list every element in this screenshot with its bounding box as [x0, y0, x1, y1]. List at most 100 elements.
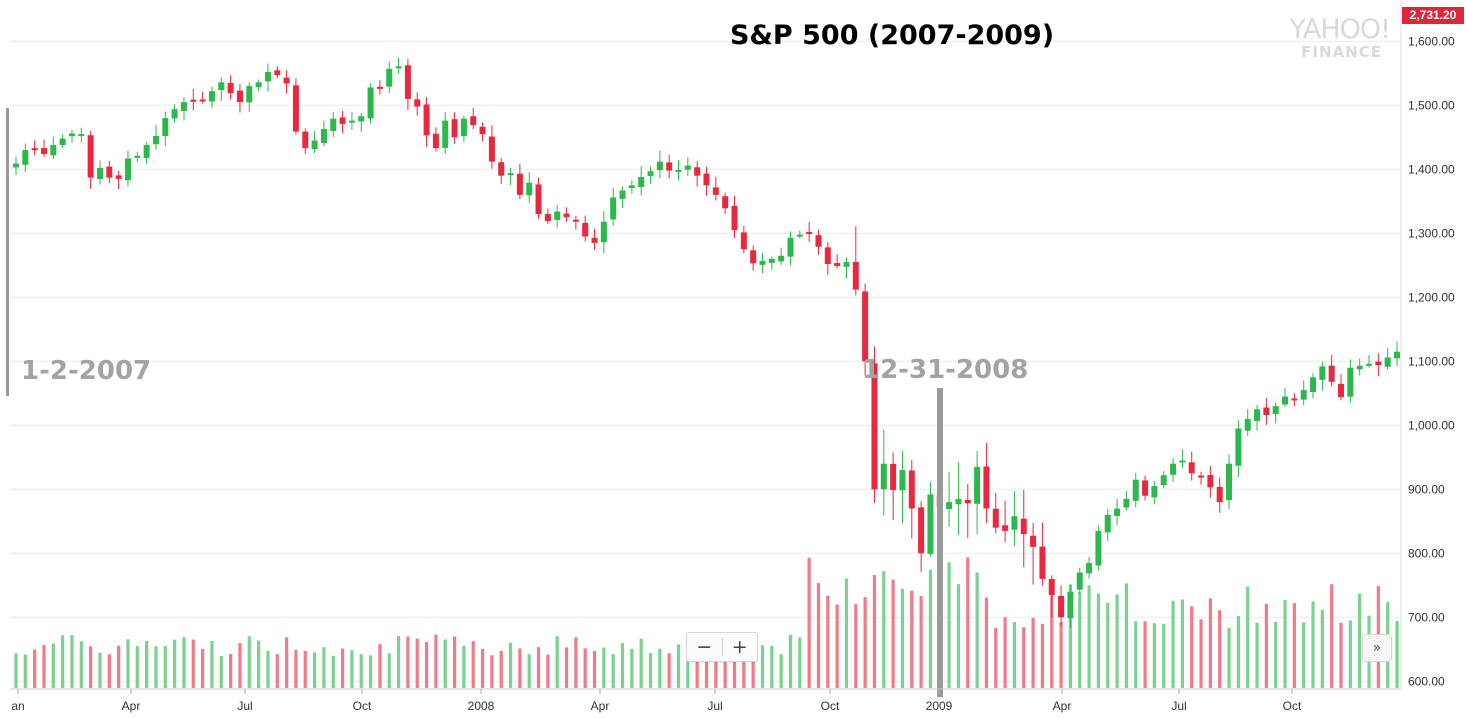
volume-bar: [1162, 623, 1166, 688]
candle-body: [218, 82, 225, 91]
volume-bar: [947, 562, 951, 688]
volume-bar: [89, 646, 93, 688]
x-tick-label: an: [11, 699, 24, 713]
volume-bar: [770, 645, 774, 688]
volume-bar: [1358, 593, 1362, 688]
candle-body: [1039, 546, 1046, 579]
volume-bar: [536, 647, 541, 688]
volume-bar: [14, 653, 18, 688]
candle-body: [694, 167, 701, 176]
candle-body: [1272, 406, 1279, 415]
volume-bar: [602, 647, 606, 688]
end-marker-bar: [937, 388, 943, 697]
volume-bar: [359, 654, 363, 688]
candle-body: [1226, 463, 1233, 501]
candle-body: [488, 136, 495, 162]
candle-body: [656, 161, 663, 171]
volume-bar: [51, 643, 55, 688]
volume-bar: [732, 644, 737, 688]
volume-bar: [508, 642, 513, 688]
volume-bar: [1227, 627, 1231, 688]
candle-body: [274, 70, 281, 76]
volume-bar: [1190, 606, 1194, 688]
volume-bar: [910, 590, 914, 688]
volume-bar: [900, 588, 905, 688]
candle-body: [106, 166, 113, 178]
chart-title: S&P 500 (2007-2009): [730, 20, 1054, 51]
volume-bar: [574, 637, 578, 688]
volume-bar: [1012, 621, 1017, 688]
candle-body: [1095, 530, 1102, 566]
candle-body: [768, 258, 775, 263]
candle-body: [13, 163, 19, 168]
volume-bar: [583, 648, 587, 688]
candle-body: [348, 120, 355, 123]
candle-body: [283, 77, 290, 84]
candle-body: [423, 104, 430, 136]
candle-body: [1347, 367, 1354, 397]
candle-body: [974, 466, 981, 504]
volume-bar: [201, 648, 205, 688]
zoom-in-button[interactable]: +: [731, 636, 748, 658]
candle-body: [516, 173, 523, 195]
x-tick-label: Jul: [237, 699, 252, 713]
candle-body: [628, 185, 635, 189]
candle-body: [255, 82, 262, 88]
zoom-out-button[interactable]: −: [696, 636, 713, 658]
volume-bar: [126, 639, 130, 688]
zoom-control: − +: [686, 632, 758, 662]
volume-bar: [518, 648, 522, 688]
candle-body: [143, 144, 150, 158]
volume-bar: [658, 648, 662, 688]
volume-bar: [1236, 616, 1240, 688]
x-axis: an Apr Jul Oct 2008 Apr Jul Oct 2009 Apr Jul Oct: [10, 688, 1400, 713]
candle-body: [582, 222, 589, 237]
candle-body: [1067, 591, 1074, 619]
end-date-label: 12-31-2008: [862, 355, 1028, 385]
candle-body: [862, 291, 869, 362]
candle-body: [1282, 396, 1289, 405]
x-tick-label: Oct: [353, 699, 372, 713]
volume-bar: [760, 645, 765, 688]
volume-bar: [322, 647, 326, 688]
candle-body: [134, 155, 141, 158]
volume-bar: [173, 639, 177, 688]
candle-body: [199, 99, 206, 102]
volume-bar: [611, 654, 615, 688]
volume-bar: [1068, 584, 1073, 688]
candle-body: [1244, 418, 1251, 431]
candle-body: [311, 140, 318, 150]
volume-bar: [1087, 585, 1091, 688]
x-tick-label: 2009: [926, 699, 953, 713]
volume-bar: [919, 596, 923, 688]
candle-body: [992, 508, 999, 528]
volume-bar: [816, 583, 821, 688]
volume-bar: [854, 604, 858, 688]
volume-bar: [882, 571, 886, 688]
candle-body: [610, 197, 617, 220]
candle-body: [1338, 383, 1345, 398]
candle-body: [750, 250, 757, 264]
y-tick-label: 600.00: [1408, 674, 1445, 688]
candle-body: [787, 237, 794, 257]
volume-bar: [751, 643, 755, 688]
volume-bar: [788, 634, 793, 688]
candle-body: [1394, 351, 1400, 359]
candle-body: [180, 102, 187, 112]
volume-bar: [1050, 585, 1054, 688]
candle-body: [1132, 479, 1139, 501]
volume-bar: [471, 641, 475, 688]
candle-body: [1328, 365, 1335, 382]
volume-bar: [42, 645, 46, 688]
y-tick-label: 1,600.00: [1408, 34, 1455, 48]
volume-bar: [555, 636, 559, 688]
x-tick-label: Apr: [1053, 699, 1072, 713]
expand-button[interactable]: »: [1362, 634, 1392, 662]
candle-body: [890, 463, 897, 490]
candle-body: [824, 247, 831, 265]
volume-bar: [154, 646, 158, 688]
candle-body: [1263, 407, 1270, 416]
candle-body: [498, 162, 505, 176]
y-axis: 1,600.00 1,500.00 1,400.00 1,300.00 1,200.00…: [1400, 0, 1455, 690]
